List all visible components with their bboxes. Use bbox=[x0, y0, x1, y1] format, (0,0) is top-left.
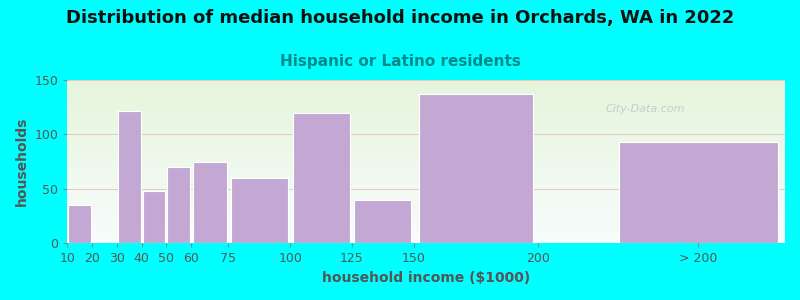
Bar bbox=[230, 178, 288, 243]
Text: Hispanic or Latino residents: Hispanic or Latino residents bbox=[279, 54, 521, 69]
Bar bbox=[354, 200, 411, 243]
Y-axis label: households: households bbox=[15, 117, 29, 206]
Bar bbox=[193, 162, 227, 243]
Bar bbox=[618, 142, 778, 243]
Bar bbox=[419, 94, 533, 243]
Bar bbox=[118, 110, 141, 243]
Text: City-Data.com: City-Data.com bbox=[606, 104, 685, 114]
Bar bbox=[293, 113, 350, 243]
X-axis label: household income ($1000): household income ($1000) bbox=[322, 271, 530, 285]
Bar bbox=[69, 205, 91, 243]
Bar bbox=[142, 191, 166, 243]
Bar bbox=[167, 167, 190, 243]
Text: Distribution of median household income in Orchards, WA in 2022: Distribution of median household income … bbox=[66, 9, 734, 27]
